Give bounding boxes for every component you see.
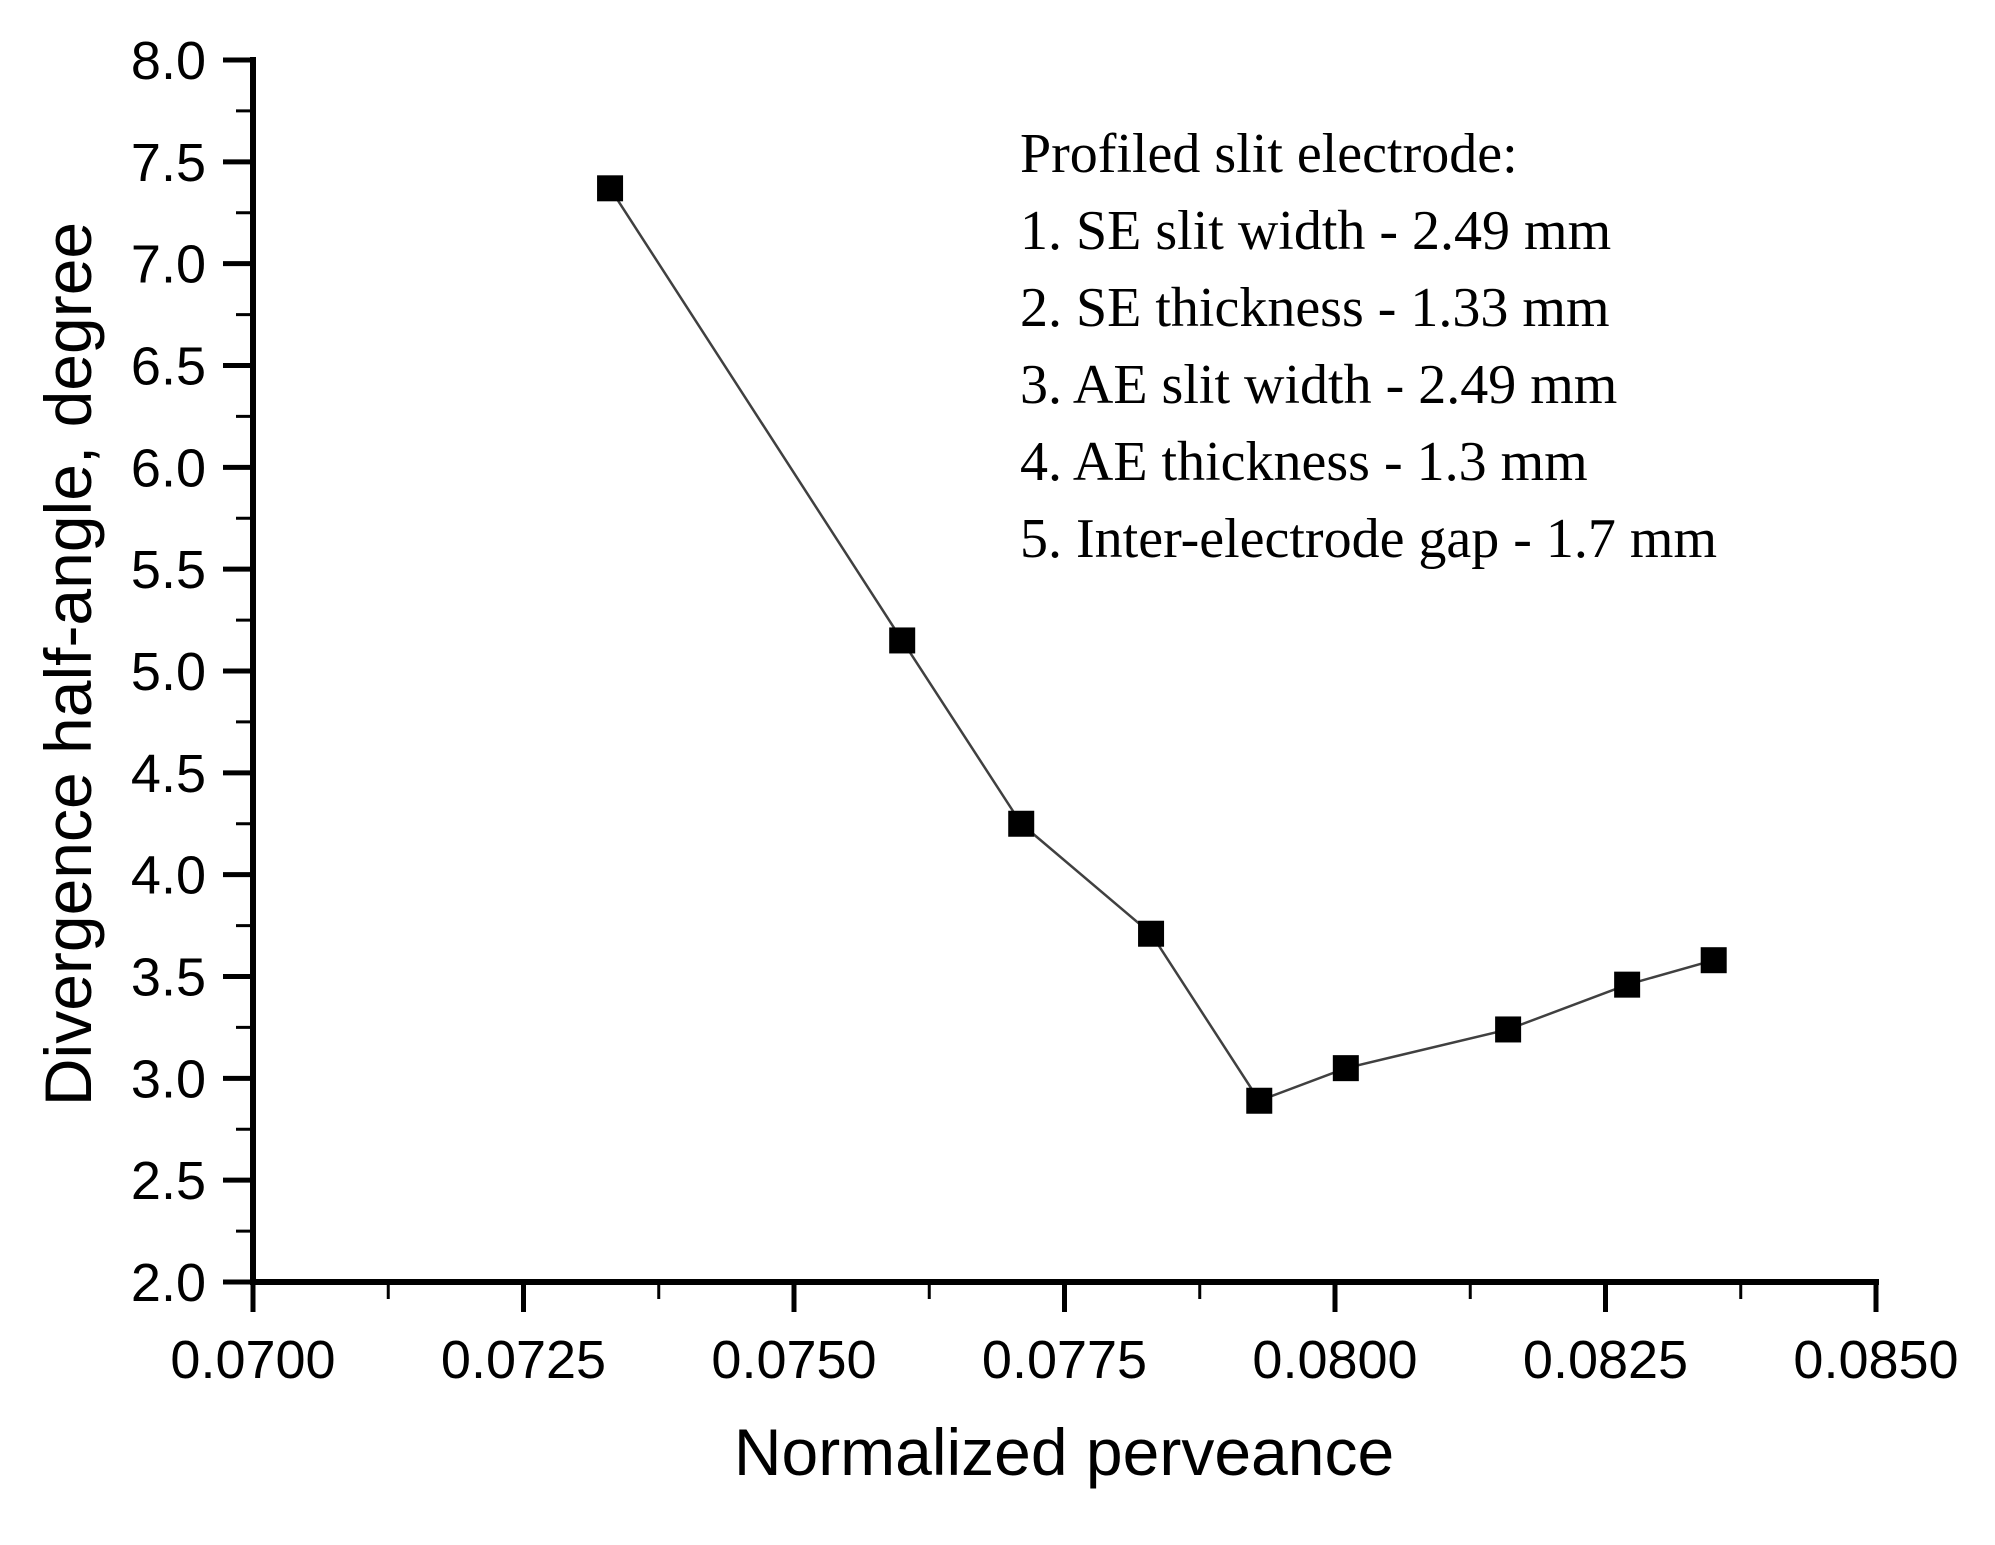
data-point-marker <box>1495 1016 1522 1043</box>
data-point-marker <box>1008 810 1035 837</box>
annotation-line-1: 1. SE slit width - 2.49 mm <box>1020 200 1612 262</box>
x-axis-tick-label: 0.0825 <box>1523 1330 1688 1390</box>
y-axis-tick-label: 5.5 <box>131 540 206 600</box>
x-axis-tick-label: 0.0750 <box>711 1330 876 1390</box>
annotation-title: Profiled slit electrode: <box>1020 123 1518 185</box>
y-axis-tick-label: 7.0 <box>131 235 206 295</box>
y-axis-tick-label: 3.5 <box>131 948 206 1008</box>
y-axis-tick-label: 6.0 <box>131 438 206 498</box>
x-axis-tick-label: 0.0800 <box>1252 1330 1417 1390</box>
annotation-box: Profiled slit electrode: 1. SE slit widt… <box>1020 116 1717 578</box>
data-point-marker <box>1332 1055 1359 1082</box>
annotation-line-5: 5. Inter-electrode gap - 1.7 mm <box>1020 508 1718 570</box>
annotation-line-2: 2. SE thickness - 1.33 mm <box>1020 277 1610 339</box>
y-axis-tick-label: 7.5 <box>131 133 206 193</box>
data-point-marker <box>1700 947 1727 974</box>
annotation-line-4: 4. AE thickness - 1.3 mm <box>1020 431 1588 493</box>
y-axis-tick-label: 4.0 <box>131 846 206 906</box>
data-point-marker <box>889 627 916 654</box>
y-axis-tick-label: 4.5 <box>131 744 206 804</box>
data-point-marker <box>597 175 624 202</box>
data-point-marker <box>1138 920 1165 947</box>
x-axis-tick-label: 0.0850 <box>1793 1330 1958 1390</box>
x-axis-tick-label: 0.0700 <box>170 1330 335 1390</box>
y-axis-tick-label: 8.0 <box>131 31 206 91</box>
y-axis-tick-label: 2.0 <box>131 1253 206 1313</box>
data-point-marker <box>1614 971 1641 998</box>
y-axis-tick-label: 6.5 <box>131 337 206 397</box>
x-axis-title: Normalized perveance <box>733 1415 1395 1489</box>
y-axis-tick-label: 3.0 <box>131 1049 206 1109</box>
y-axis-tick-label: 2.5 <box>131 1151 206 1211</box>
y-axis-title: Divergence half-angle, degree <box>31 221 105 1107</box>
data-point-marker <box>1246 1087 1273 1114</box>
x-axis-tick-label: 0.0775 <box>982 1330 1147 1390</box>
annotation-line-3: 3. AE slit width - 2.49 mm <box>1020 354 1618 416</box>
x-axis-tick-label: 0.0725 <box>441 1330 606 1390</box>
y-axis-tick-label: 5.0 <box>131 642 206 702</box>
